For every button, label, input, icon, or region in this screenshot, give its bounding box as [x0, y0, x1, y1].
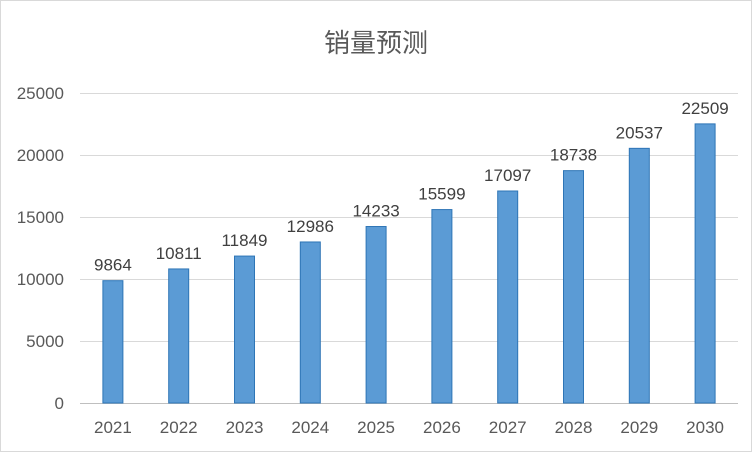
- x-tick-label: 2026: [423, 418, 461, 437]
- bar: [299, 241, 321, 404]
- y-tick-label: 10000: [17, 270, 64, 289]
- bar: [563, 170, 584, 404]
- x-tick-label: 2029: [620, 418, 658, 437]
- bar-series: [102, 123, 716, 404]
- x-tick-label: 2021: [94, 418, 132, 437]
- bar: [365, 226, 387, 404]
- x-tick-label: 2022: [160, 418, 198, 437]
- bar: [102, 280, 124, 404]
- bar: [694, 123, 716, 404]
- data-label: 12986: [287, 217, 334, 236]
- bar: [168, 268, 190, 404]
- y-tick-label: 15000: [17, 208, 64, 227]
- data-label: 14233: [352, 202, 399, 221]
- data-labels: 9864 10811 11849 12986 14233 15599 17097 18738 2…: [94, 99, 729, 275]
- chart-title: 销量预测: [324, 29, 428, 59]
- data-label: 9864: [94, 256, 132, 275]
- data-label: 17097: [484, 166, 531, 185]
- x-tick-label: 2028: [555, 418, 593, 437]
- data-label: 20537: [616, 123, 663, 142]
- data-label: 11849: [221, 231, 267, 250]
- y-tick-label: 5000: [26, 332, 64, 351]
- x-tick-label: 2025: [357, 418, 395, 437]
- y-axis: 0 5000 10000 15000 20000 25000: [17, 84, 64, 413]
- x-axis: 2021 2022 2023 2024 2025 2026 2027 2028 2029 2030: [94, 418, 724, 437]
- y-tick-label: 20000: [17, 146, 64, 165]
- gridlines: [80, 93, 738, 404]
- bar: [497, 190, 519, 404]
- x-tick-label: 2023: [226, 418, 264, 437]
- bar: [431, 209, 453, 404]
- data-label: 18738: [550, 146, 597, 165]
- y-tick-label: 0: [55, 394, 64, 413]
- x-tick-label: 2027: [489, 418, 527, 437]
- data-label: 15599: [418, 185, 465, 204]
- y-tick-label: 25000: [17, 84, 64, 103]
- x-tick-label: 2030: [686, 418, 724, 437]
- data-label: 22509: [681, 99, 728, 118]
- bar: [628, 147, 650, 404]
- x-tick-label: 2024: [291, 418, 329, 437]
- data-label: 10811: [156, 244, 202, 263]
- bar: [234, 255, 255, 404]
